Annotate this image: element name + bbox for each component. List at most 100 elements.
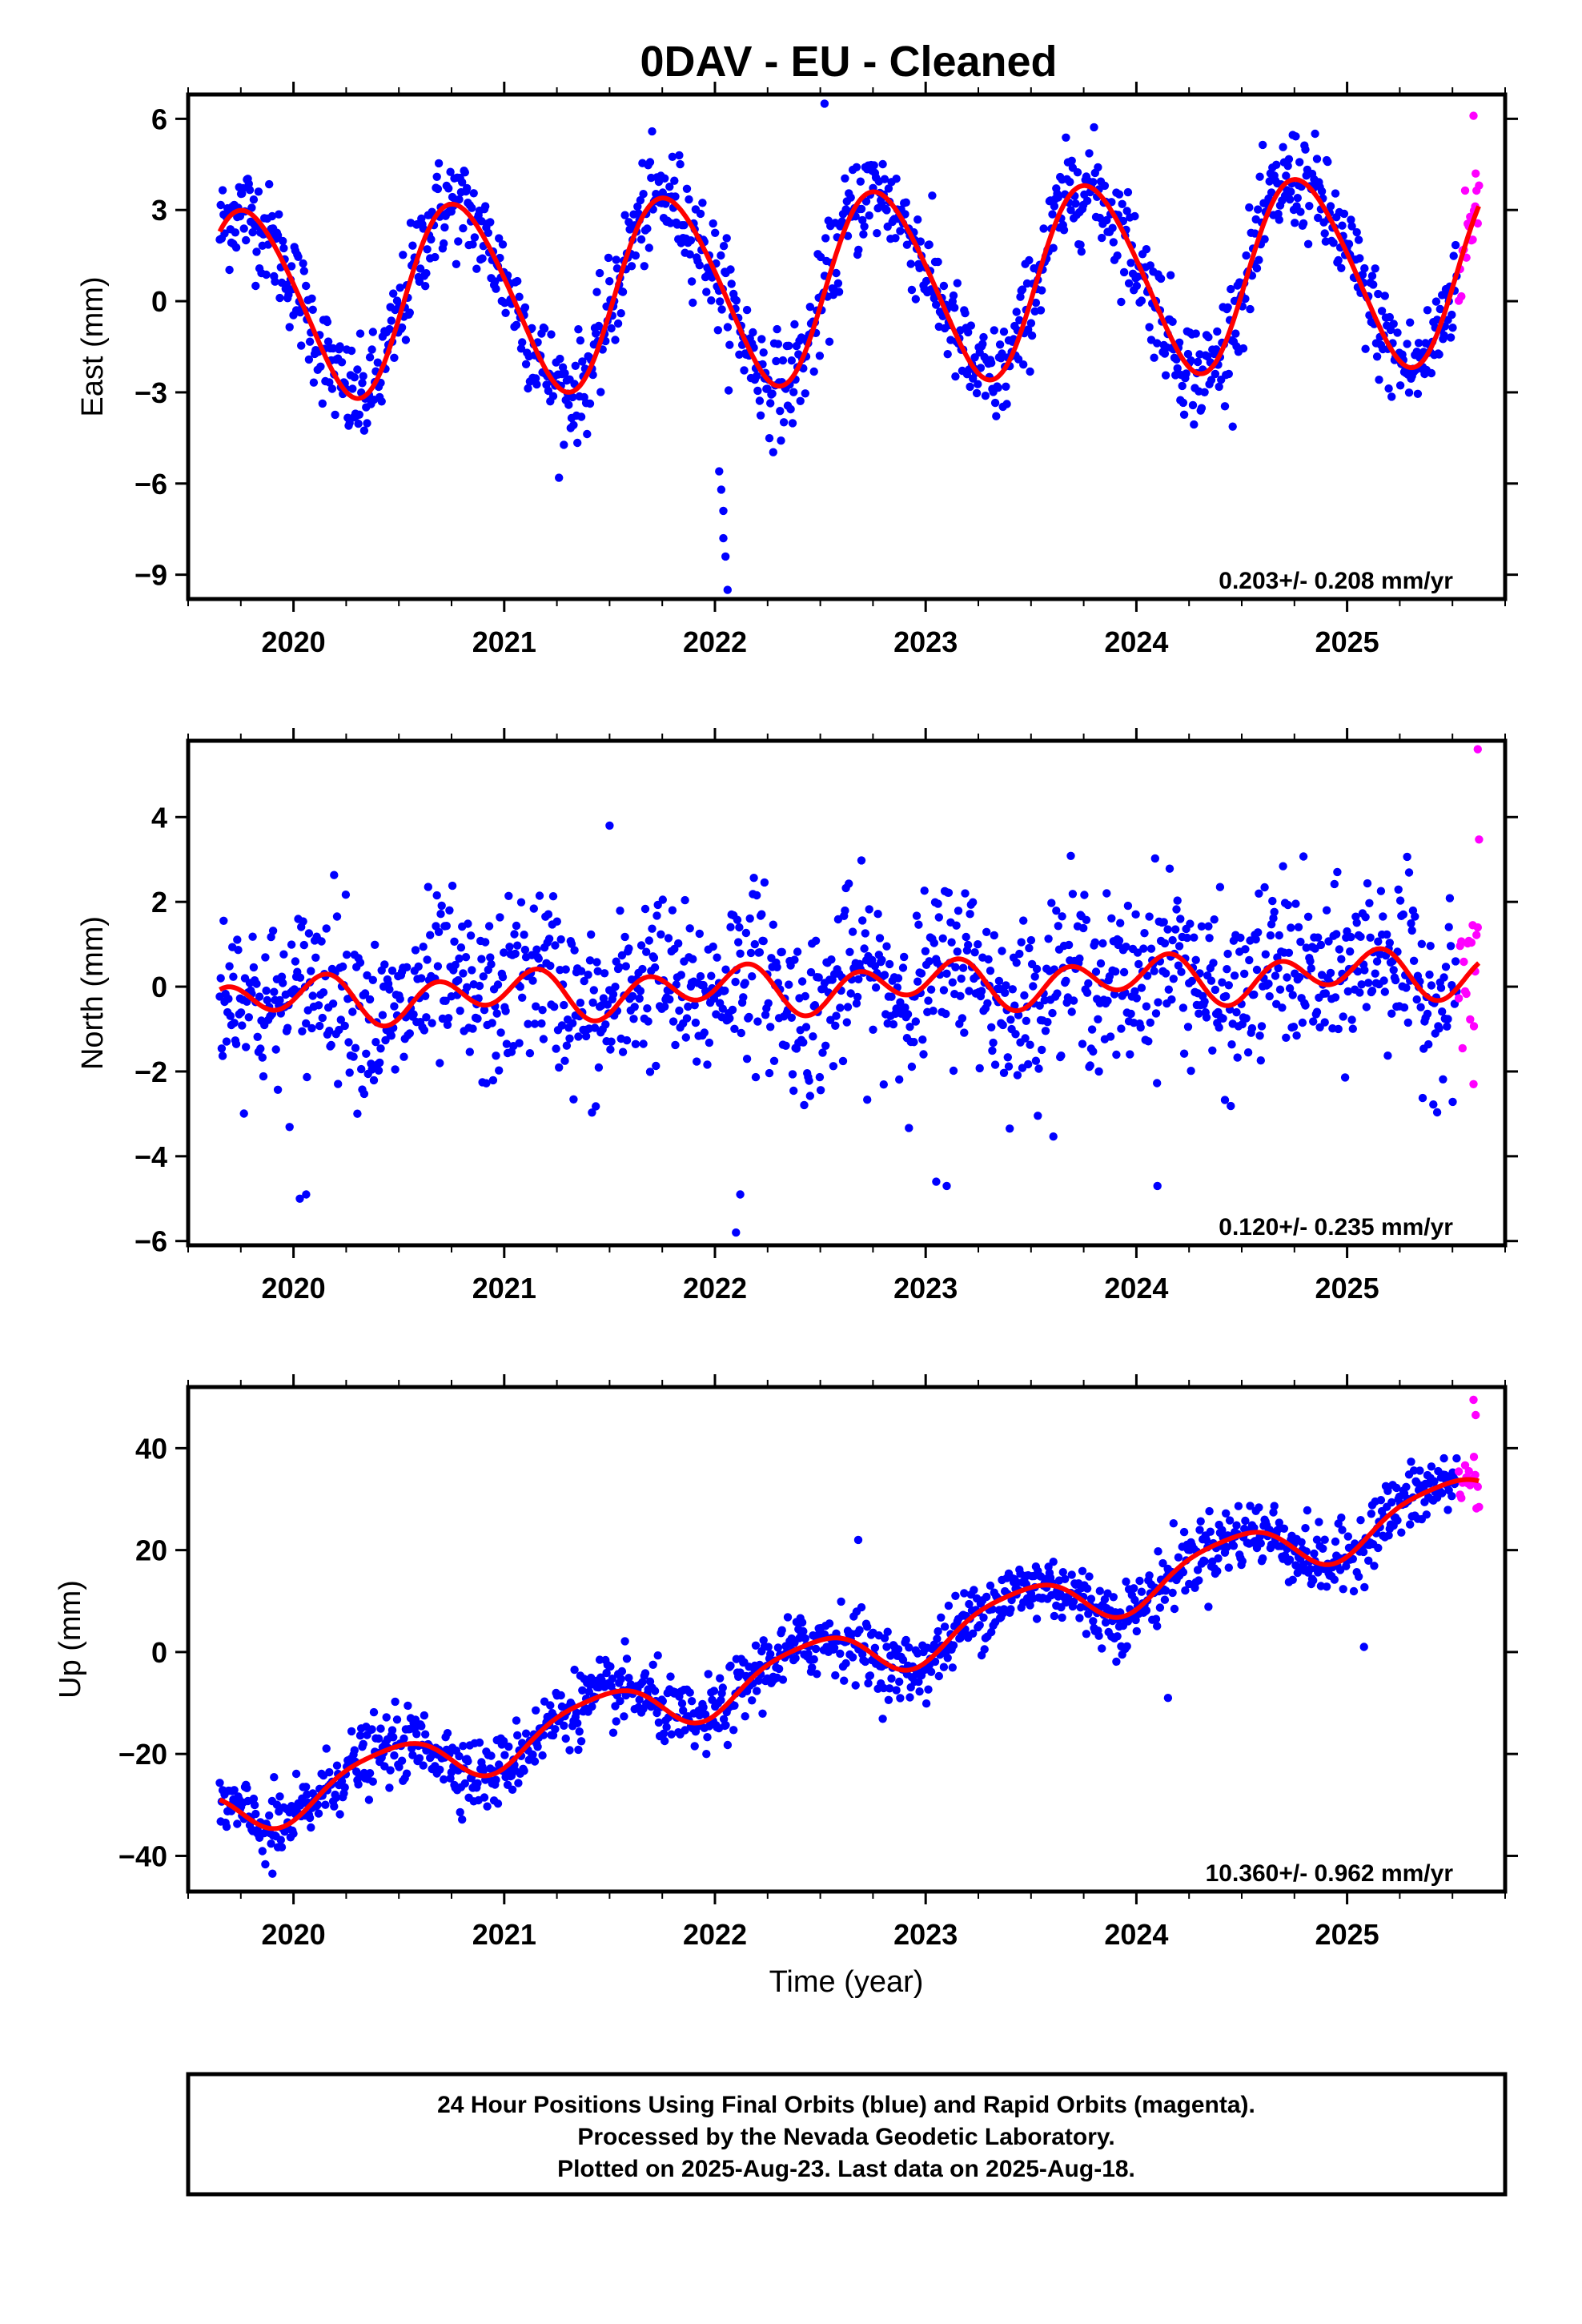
east-data-point: [1200, 388, 1209, 396]
north-data-point: [1004, 1062, 1014, 1071]
up-data-point: [1196, 1517, 1205, 1526]
east-data-point: [742, 305, 752, 315]
north-data-point: [903, 1010, 913, 1019]
up-x-tick-label: 2025: [1315, 1918, 1379, 1951]
east-data-point: [491, 277, 500, 286]
up-data-point: [1082, 1630, 1091, 1638]
north-data-point: [1460, 957, 1468, 967]
north-data-point: [801, 1023, 811, 1031]
north-data-point: [424, 883, 432, 891]
north-data-point: [442, 922, 451, 931]
north-data-point: [516, 898, 526, 907]
east-data-point: [501, 308, 510, 317]
north-data-point: [557, 1021, 567, 1030]
north-data-point: [1274, 963, 1283, 973]
east-data-point: [616, 309, 625, 318]
north-data-point: [1057, 1051, 1066, 1060]
north-data-point: [832, 1011, 841, 1020]
north-data-point: [1223, 949, 1232, 959]
up-data-point: [885, 1684, 894, 1693]
east-data-point: [355, 329, 365, 338]
north-data-point: [1395, 896, 1405, 905]
up-data-point: [272, 1800, 282, 1809]
east-outlier-point: [1469, 111, 1478, 120]
east-data-point: [262, 270, 271, 279]
east-data-point: [1337, 263, 1346, 272]
north-data-point: [420, 1026, 429, 1035]
north-data-point: [371, 1038, 380, 1047]
north-data-point: [1084, 979, 1093, 988]
up-data-point: [408, 1744, 416, 1753]
east-data-point: [1473, 219, 1483, 228]
north-data-point: [957, 974, 966, 983]
north-data-point: [1255, 889, 1263, 899]
north-data-point: [934, 913, 944, 922]
east-data-point: [544, 386, 553, 396]
east-data-point: [592, 329, 600, 338]
up-data-point: [1058, 1568, 1068, 1577]
up-data-point: [382, 1713, 391, 1722]
east-data-point: [999, 328, 1009, 336]
east-data-point: [399, 251, 408, 259]
north-data-point: [912, 911, 921, 920]
up-data-point: [1427, 1462, 1436, 1471]
north-data-point: [277, 972, 287, 981]
up-data-point: [404, 1701, 412, 1711]
north-data-point: [652, 1061, 661, 1071]
north-data-point: [728, 1005, 737, 1015]
east-data-point: [717, 251, 725, 260]
east-data-point: [1224, 369, 1234, 379]
east-data-point: [769, 448, 777, 456]
north-data-point: [964, 940, 973, 950]
east-data-point: [639, 190, 648, 199]
north-data-point: [336, 1015, 345, 1024]
up-data-point: [980, 1645, 989, 1654]
up-data-point: [480, 1793, 489, 1802]
north-data-point: [273, 1085, 283, 1095]
east-data-point: [1124, 279, 1134, 287]
north-data-point: [1219, 1014, 1227, 1023]
east-data-point: [1299, 219, 1308, 228]
up-data-point: [380, 1762, 389, 1771]
north-data-point: [725, 1014, 734, 1023]
north-data-point: [417, 974, 426, 983]
north-data-point: [994, 976, 1004, 986]
up-data-point: [934, 1671, 944, 1681]
up-outlier-point: [1163, 1694, 1173, 1703]
north-data-point: [367, 1065, 376, 1074]
east-data-point: [423, 245, 432, 254]
up-x-axis-label: Time (year): [769, 1965, 924, 1999]
north-data-point: [244, 1013, 253, 1022]
up-data-point: [829, 1643, 839, 1652]
east-data-points: [215, 99, 1484, 594]
east-data-point: [1197, 404, 1207, 412]
east-data-point: [331, 410, 339, 420]
up-data-point: [624, 1674, 633, 1683]
east-y-tick-label: 6: [151, 103, 167, 135]
north-data-point: [1404, 868, 1414, 877]
north-data-point: [1303, 912, 1313, 922]
up-data-point: [321, 1800, 330, 1809]
north-data-point: [863, 1096, 872, 1104]
north-data-point: [1362, 1003, 1371, 1011]
up-data-point: [640, 1669, 650, 1678]
north-data-point: [606, 1045, 615, 1054]
north-data-point: [565, 1034, 574, 1043]
up-data-point: [777, 1626, 786, 1634]
east-data-point: [309, 378, 319, 387]
north-data-point: [821, 1041, 830, 1051]
east-data-point: [1389, 320, 1398, 328]
north-data-point: [649, 953, 659, 963]
north-data-point: [869, 1025, 877, 1035]
up-data-point: [1179, 1527, 1189, 1537]
east-data-point: [1161, 371, 1170, 380]
up-data-point: [556, 1691, 565, 1700]
up-outlier-point: [1469, 1395, 1478, 1405]
north-data-point: [1222, 991, 1231, 1001]
up-x-tick-label: 2020: [262, 1918, 326, 1951]
up-data-point: [969, 1629, 978, 1638]
east-data-point: [732, 296, 741, 305]
north-data-point: [1443, 1015, 1452, 1023]
up-data-point: [386, 1766, 395, 1775]
east-data-point: [1231, 329, 1240, 338]
